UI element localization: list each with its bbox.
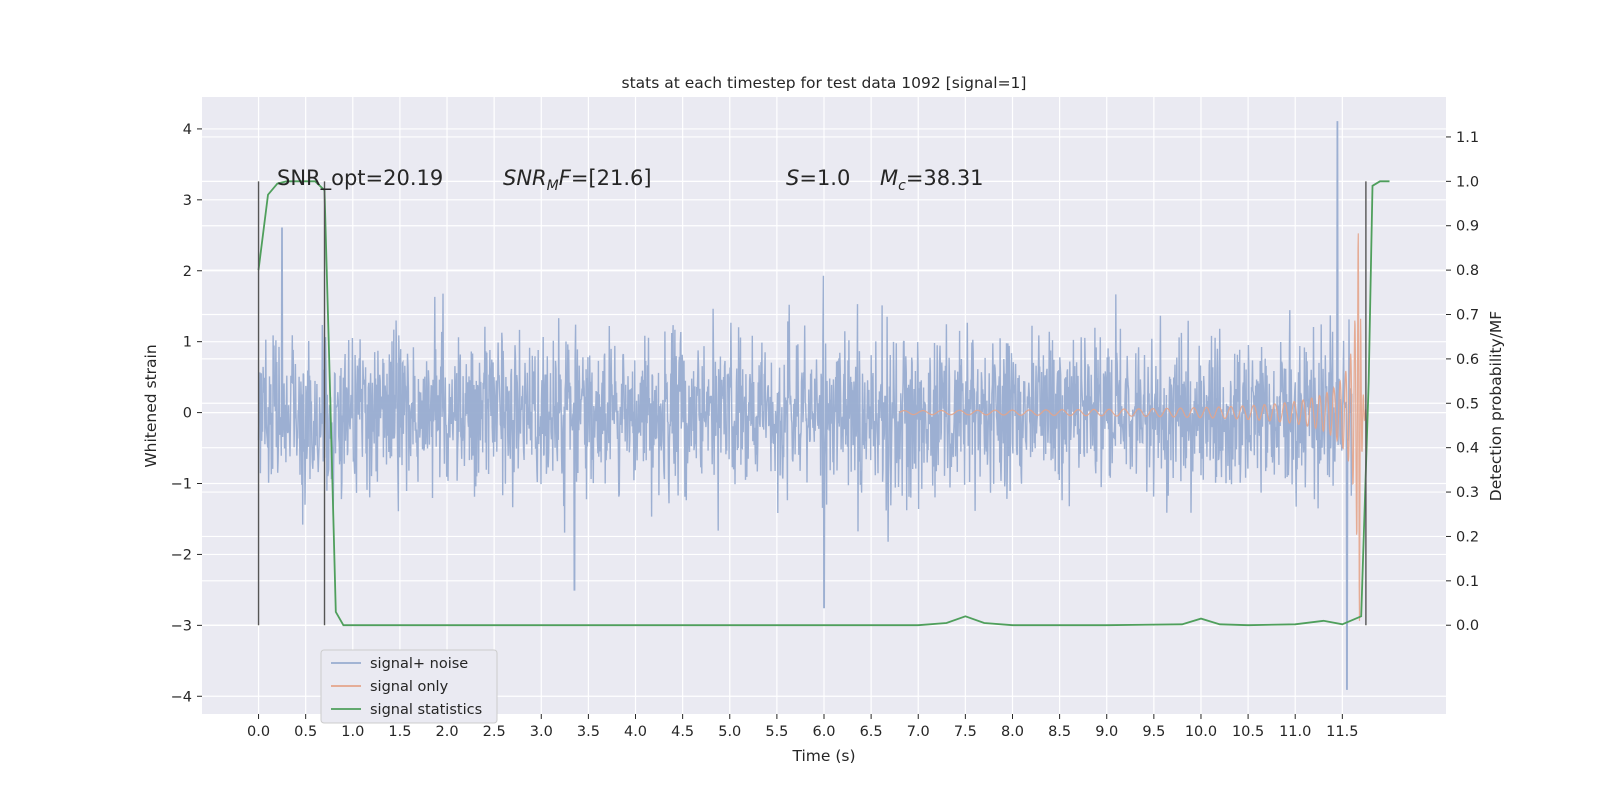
x-tick-label: 7.0	[907, 724, 930, 740]
legend-box	[320, 649, 498, 724]
y-tick-label-left: −2	[171, 547, 192, 563]
legend-label-stats: signal statistics	[370, 702, 482, 718]
x-tick-label: 10.0	[1185, 724, 1217, 740]
x-tick-label: 2.5	[483, 724, 506, 740]
x-tick-label: 8.0	[1001, 724, 1024, 740]
legend-label-signal: signal only	[370, 679, 449, 695]
y-tick-label-right: 0.0	[1456, 618, 1479, 634]
x-tick-label: 11.0	[1279, 724, 1311, 740]
x-tick-label: 4.5	[671, 724, 694, 740]
y-tick-label-right: 0.6	[1456, 352, 1479, 368]
y-axis-label-right: Detection probability/MF	[1487, 311, 1505, 502]
x-tick-label: 3.0	[530, 724, 553, 740]
x-tick-label: 9.5	[1142, 724, 1165, 740]
legend-label-noise: signal+ noise	[370, 656, 468, 672]
x-tick-label: 1.5	[388, 724, 411, 740]
y-tick-label-right: 0.7	[1456, 308, 1479, 324]
series-signal-noise	[257, 121, 1353, 690]
y-tick-label-right: 0.2	[1456, 529, 1479, 545]
y-tick-label-left: −3	[171, 618, 192, 634]
vertical-markers	[257, 181, 1367, 626]
x-tick-label: 5.5	[765, 724, 788, 740]
x-tick-label: 1.0	[341, 724, 364, 740]
y-tick-label-right: 0.1	[1456, 574, 1479, 590]
x-tick-label: 5.0	[718, 724, 741, 740]
y-tick-label-right: 0.5	[1456, 396, 1479, 412]
x-tick-label: 0.5	[294, 724, 317, 740]
ticks: 0.0 0.5 1.0 1.5 2.0 2.5 3.0 3.5 4.0 4.5 5.0 5.5 6.0 6…	[171, 122, 1479, 740]
x-tick-label: 7.5	[954, 724, 977, 740]
x-tick-label: 0.0	[247, 724, 270, 740]
annotation-snr-mf: SNRMF=[21.6]	[503, 166, 652, 194]
y-tick-label-left: 4	[183, 122, 192, 138]
x-tick-label: 6.0	[812, 724, 835, 740]
y-tick-label-right: 0.8	[1456, 263, 1479, 279]
y-tick-label-right: 0.3	[1456, 485, 1479, 501]
y-tick-label-left: −1	[171, 477, 192, 493]
annotation-mc: Mc=38.31	[880, 166, 984, 194]
y-tick-label-left: 0	[183, 406, 192, 422]
x-tick-label: 4.0	[624, 724, 647, 740]
y-tick-label-left: 3	[183, 193, 192, 209]
x-tick-label: 8.5	[1048, 724, 1071, 740]
y-tick-label-left: −4	[171, 689, 192, 705]
x-tick-label: 9.0	[1095, 724, 1118, 740]
y-tick-label-right: 1.1	[1456, 130, 1479, 146]
y-tick-label-right: 1.0	[1456, 174, 1479, 190]
series-signal-statistics	[257, 180, 1390, 627]
series-signal-only	[899, 233, 1367, 621]
y-tick-label-right: 0.4	[1456, 441, 1479, 457]
series-layer	[257, 121, 1390, 690]
annotation-snr-opt: SNR_opt=20.19	[277, 166, 443, 191]
x-tick-label: 6.5	[860, 724, 883, 740]
annotation-s: S=1.0	[786, 166, 850, 190]
annotations: SNR_opt=20.19 SNRMF=[21.6] S=1.0 Mc=38.3…	[277, 166, 984, 194]
y-tick-label-left: 2	[183, 264, 192, 280]
x-axis-label: Time (s)	[791, 747, 855, 765]
legend: signal+ noise signal only signal statist…	[320, 649, 498, 724]
x-tick-label: 2.0	[435, 724, 458, 740]
x-tick-label: 3.5	[577, 724, 600, 740]
y-tick-label-right: 0.9	[1456, 219, 1479, 235]
y-tick-label-left: 1	[183, 335, 192, 351]
chart-title: stats at each timestep for test data 109…	[622, 74, 1027, 92]
y-axis-label-left: Whitened strain	[142, 344, 160, 467]
x-tick-label: 11.5	[1326, 724, 1358, 740]
x-tick-label: 10.5	[1232, 724, 1264, 740]
